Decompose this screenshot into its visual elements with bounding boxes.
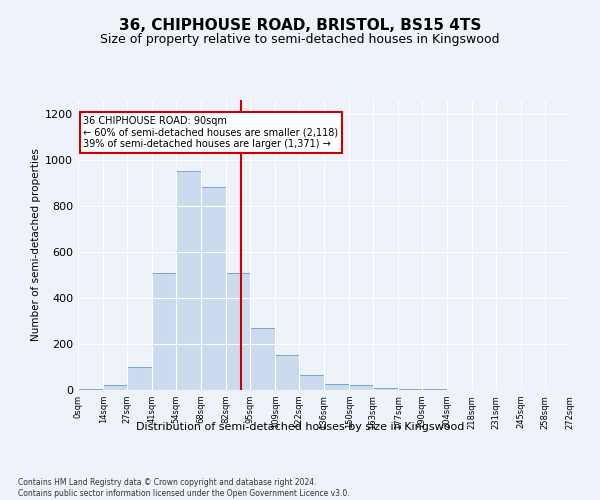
Text: Size of property relative to semi-detached houses in Kingswood: Size of property relative to semi-detach… (100, 32, 500, 46)
Text: Distribution of semi-detached houses by size in Kingswood: Distribution of semi-detached houses by … (136, 422, 464, 432)
Bar (324, 384, 349, 390)
Bar (103, 385, 127, 390)
Bar (299, 375, 324, 390)
Bar (250, 328, 275, 390)
Bar (422, 389, 447, 390)
Bar (152, 272, 176, 390)
Bar (275, 356, 299, 390)
Bar (127, 367, 152, 390)
Text: 36 CHIPHOUSE ROAD: 90sqm
← 60% of semi-detached houses are smaller (2,118)
39% o: 36 CHIPHOUSE ROAD: 90sqm ← 60% of semi-d… (83, 116, 338, 150)
Bar (398, 389, 422, 390)
Y-axis label: Number of semi-detached properties: Number of semi-detached properties (31, 148, 41, 342)
Bar (201, 188, 226, 390)
Bar (373, 388, 398, 390)
Bar (349, 386, 373, 390)
Text: 36, CHIPHOUSE ROAD, BRISTOL, BS15 4TS: 36, CHIPHOUSE ROAD, BRISTOL, BS15 4TS (119, 18, 481, 32)
Bar (78, 389, 103, 390)
Bar (176, 172, 201, 390)
Text: Contains HM Land Registry data © Crown copyright and database right 2024.
Contai: Contains HM Land Registry data © Crown c… (18, 478, 350, 498)
Bar (226, 272, 250, 390)
